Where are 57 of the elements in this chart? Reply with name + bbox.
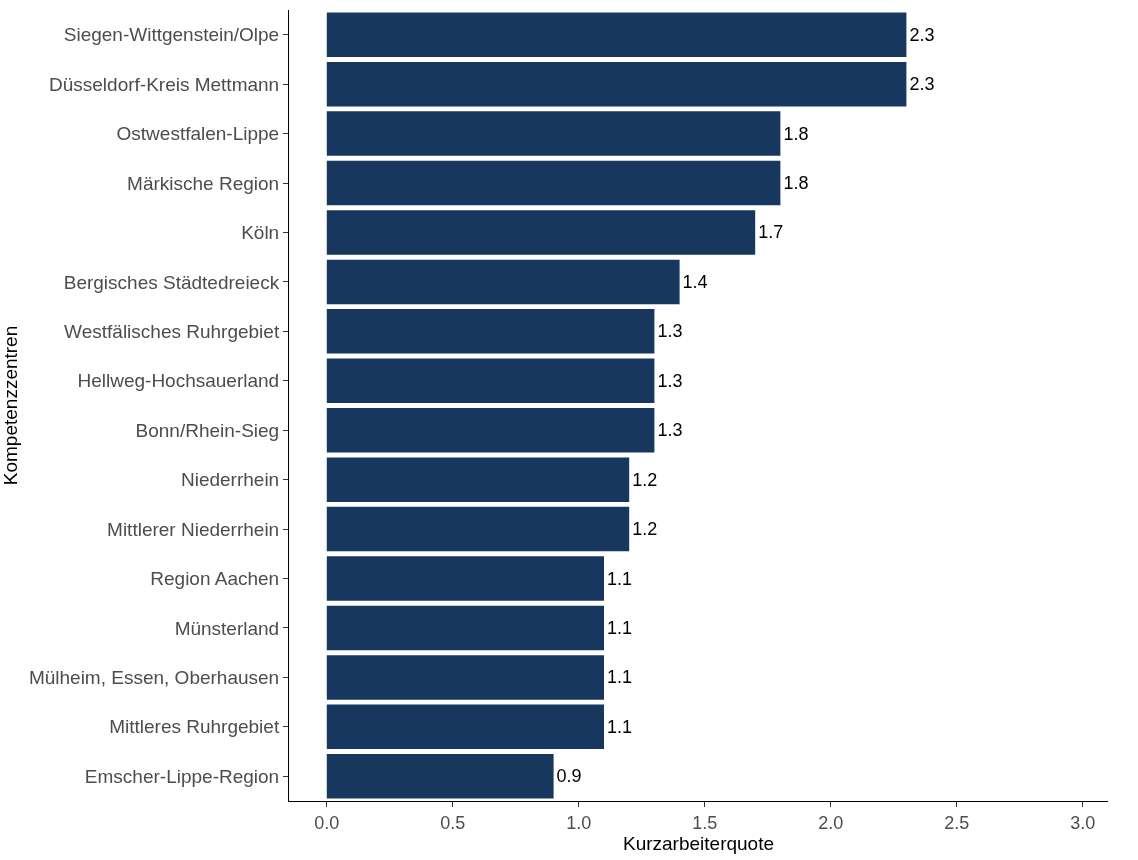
data-label: 1.1: [607, 568, 633, 589]
y-tick-label: Emscher-Lippe-Region: [84, 765, 280, 787]
data-label: 1.7: [758, 222, 784, 243]
data-label: 1.8: [783, 123, 809, 144]
data-label: 1.4: [682, 271, 708, 292]
x-tick-label: 0.0: [314, 812, 340, 833]
data-label: 1.2: [632, 519, 658, 540]
bar: [326, 704, 604, 750]
bar: [326, 506, 630, 552]
bar: [326, 358, 655, 404]
x-tick-label: 3.0: [1070, 812, 1096, 833]
y-tick-label: Bonn/Rhein-Sieg: [135, 419, 280, 441]
x-tick-label: 1.0: [566, 812, 592, 833]
x-tick-label: 1.5: [692, 812, 718, 833]
bar: [326, 655, 604, 700]
data-label: 1.3: [657, 321, 683, 342]
y-tick-label: Mülheim, Essen, Oberhausen: [28, 667, 280, 689]
bar: [326, 61, 907, 107]
bar: [326, 605, 604, 651]
y-tick-label: Westfälisches Ruhrgebiet: [64, 320, 280, 342]
bar: [326, 407, 655, 453]
x-tick-label: 2.0: [818, 812, 844, 833]
x-axis-title: Kurzarbeiterquote: [622, 832, 775, 854]
bar: [326, 111, 781, 156]
data-label: 0.9: [556, 766, 582, 787]
y-tick-label: Märkische Region: [127, 172, 280, 194]
data-label: 1.3: [657, 420, 683, 441]
data-label: 2.3: [909, 24, 935, 45]
data-label: 1.3: [657, 370, 683, 391]
bar: [326, 309, 655, 354]
data-label: 1.1: [607, 716, 633, 737]
y-tick-label: Region Aachen: [150, 568, 280, 590]
y-tick-label: Siegen-Wittgenstein/Olpe: [63, 24, 280, 46]
y-tick-label: Mittleres Ruhrgebiet: [109, 716, 280, 738]
x-tick-label: 0.5: [440, 812, 466, 833]
y-tick-label: Bergisches Städtedreieck: [63, 271, 280, 293]
y-tick-label: Münsterland: [174, 617, 280, 639]
bar: [326, 160, 781, 206]
bar: [326, 457, 630, 502]
bar: [326, 259, 680, 305]
x-tick-label: 2.5: [944, 812, 970, 833]
bar: [326, 556, 604, 601]
data-label: 2.3: [909, 74, 935, 95]
y-tick-label: Hellweg-Hochsauerland: [77, 370, 280, 392]
y-tick-label: Köln: [241, 222, 280, 244]
bar: [326, 12, 907, 57]
data-label: 1.1: [607, 617, 633, 638]
data-label: 1.2: [632, 469, 658, 490]
bar: [326, 754, 554, 799]
data-label: 1.1: [607, 667, 633, 688]
y-tick-label: Niederrhein: [180, 469, 280, 491]
y-axis-title: Kompetenzzentren: [0, 325, 21, 486]
data-label: 1.8: [783, 173, 809, 194]
bar: [326, 210, 756, 255]
y-tick-label: Düsseldorf-Kreis Mettmann: [49, 73, 280, 95]
y-tick-label: Mittlerer Niederrhein: [107, 518, 280, 540]
y-tick-label: Ostwestfalen-Lippe: [116, 123, 280, 145]
